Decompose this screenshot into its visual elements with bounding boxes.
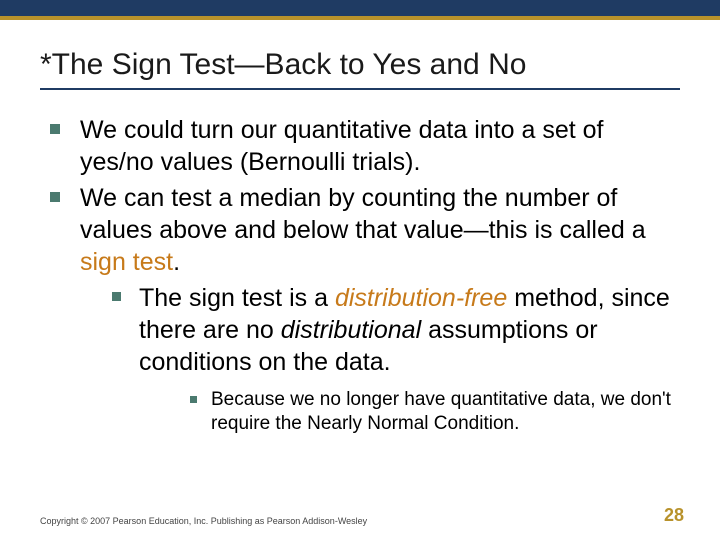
italic-text: distributional	[281, 316, 421, 344]
bullet-text: Because we no longer have quantitative d…	[211, 388, 680, 437]
bullet-level1: We can test a median by counting the num…	[40, 182, 680, 278]
bullet-text: The sign test is a distribution-free met…	[139, 282, 680, 378]
text-run: We can test a median by counting the num…	[80, 184, 646, 244]
bullet-square-icon	[50, 124, 60, 134]
title-rule	[40, 88, 680, 90]
slide-body: *The Sign Test—Back to Yes and No We cou…	[0, 20, 720, 437]
bullet-level3: Because we no longer have quantitative d…	[40, 388, 680, 437]
highlight-text: sign test	[80, 248, 173, 276]
copyright-footer: Copyright © 2007 Pearson Education, Inc.…	[40, 516, 367, 526]
highlight-italic-text: distribution-free	[335, 284, 507, 312]
bullet-square-icon	[50, 192, 60, 202]
bullet-list: We could turn our quantitative data into…	[40, 114, 680, 437]
top-bar	[0, 0, 720, 20]
text-run: The sign test is a	[139, 284, 335, 312]
bullet-text: We could turn our quantitative data into…	[80, 114, 680, 178]
bullet-level1: We could turn our quantitative data into…	[40, 114, 680, 178]
text-run: .	[173, 248, 180, 276]
bullet-level2: The sign test is a distribution-free met…	[40, 282, 680, 378]
slide-title: *The Sign Test—Back to Yes and No	[40, 48, 680, 82]
bullet-text: We can test a median by counting the num…	[80, 182, 680, 278]
page-number: 28	[664, 505, 684, 526]
bullet-square-icon	[190, 396, 197, 403]
bullet-square-icon	[112, 292, 121, 301]
